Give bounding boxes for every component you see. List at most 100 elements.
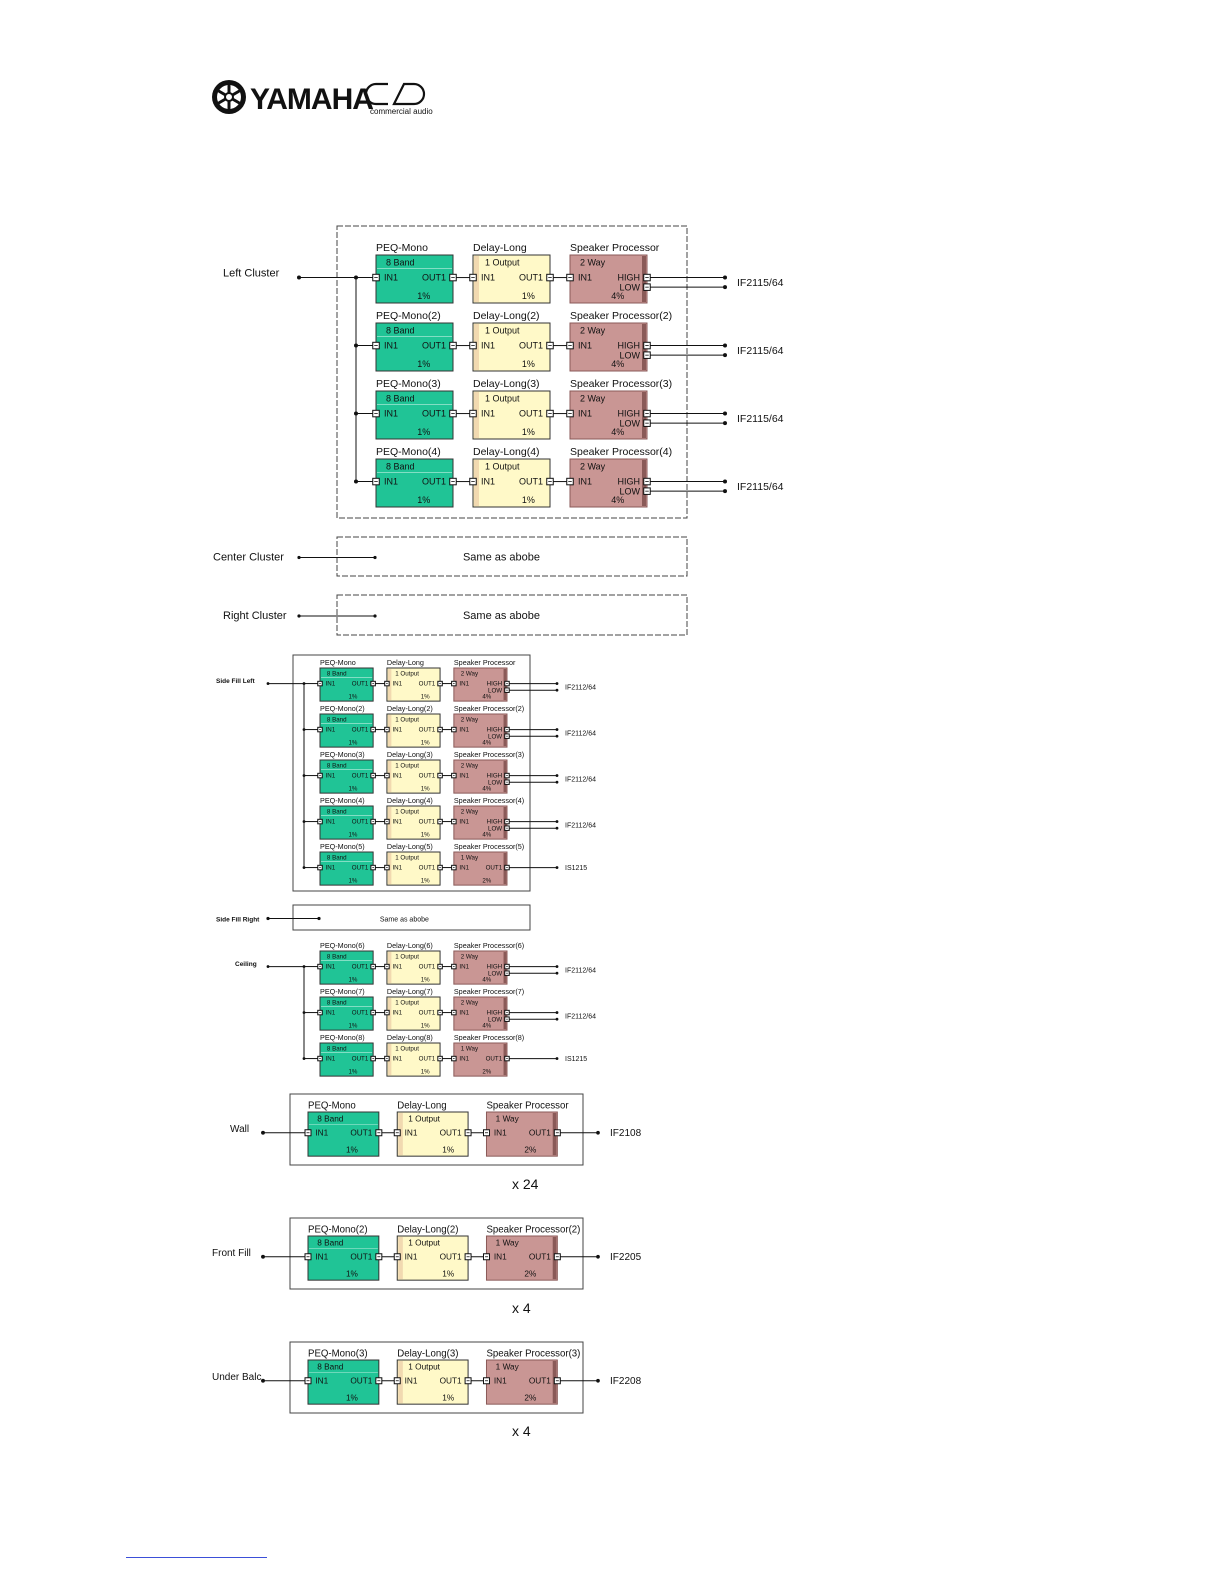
speaker-processor-usage: 4% xyxy=(482,693,491,700)
peq-usage: 1% xyxy=(346,1146,359,1155)
peq-usage: 1% xyxy=(417,427,430,437)
speaker-processor-low-label: LOW xyxy=(619,418,640,428)
wall-frame xyxy=(289,1093,584,1166)
peq-block xyxy=(307,1111,380,1157)
speaker-processor-in-label: IN1 xyxy=(494,1253,507,1262)
under-balc-section: PEQ-Mono(3) Delay-Long(3) Speaker Processo… xyxy=(212,1341,642,1439)
delay-usage: 1% xyxy=(522,291,535,301)
speaker-target-label: IF2115/64 xyxy=(737,277,784,289)
speaker-processor-usage: 4% xyxy=(611,495,624,505)
peq-subtitle: 8 Band xyxy=(327,999,347,1006)
speaker-processor-subtitle: 2 Way xyxy=(461,808,479,815)
right-cluster-same-note: Same as abobe xyxy=(463,610,540,622)
front-fill-multiplier: x 4 xyxy=(512,1300,531,1316)
side-fill-right-source-label: Side Fill Right xyxy=(216,917,260,924)
delay-in-label: IN1 xyxy=(392,1056,402,1063)
peq-usage: 1% xyxy=(346,1394,359,1403)
speaker-processor-subtitle: 2 Way xyxy=(580,258,606,268)
speaker-target-label: IS1215 xyxy=(565,1056,587,1063)
speaker-processor-usage: 4% xyxy=(611,291,624,301)
speaker-processor-subtitle: 2 Way xyxy=(461,999,479,1006)
delay-out-label: OUT1 xyxy=(419,773,436,780)
peq-out-label: OUT1 xyxy=(422,477,446,487)
speaker-processor-subtitle: 1 Way xyxy=(461,1045,479,1052)
output-dot xyxy=(555,734,559,738)
output-dot xyxy=(555,1011,559,1014)
front-fill-frame xyxy=(289,1217,584,1290)
peq-subtitle: 8 Band xyxy=(327,670,347,677)
output-dot xyxy=(555,682,559,685)
delay-title: Delay-Long(2) xyxy=(387,704,433,713)
peq-title: PEQ-Mono xyxy=(320,658,356,667)
delay-title: Delay-Long(3) xyxy=(397,1348,458,1359)
peq-usage: 1% xyxy=(348,976,357,983)
speaker-processor-out-label: OUT1 xyxy=(486,865,503,872)
speaker-processor-low-label: LOW xyxy=(619,350,640,360)
under-balc-multiplier: x 4 xyxy=(512,1423,531,1439)
peq-title: PEQ-Mono(2) xyxy=(320,704,365,713)
front-fill-source-label: Front Fill xyxy=(212,1248,251,1259)
side-fill-right-same-note: Same as abobe xyxy=(380,917,429,924)
speaker-processor-in-label: IN1 xyxy=(578,477,592,487)
speaker-target-label: IS1215 xyxy=(565,865,587,872)
speaker-processor-in-label: IN1 xyxy=(578,409,592,419)
speaker-processor-subtitle: 2 Way xyxy=(580,326,606,336)
delay-title: Delay-Long(3) xyxy=(473,378,540,390)
delay-block xyxy=(386,1042,441,1077)
peq-subtitle: 8 Band xyxy=(386,462,415,472)
peq-title: PEQ-Mono(4) xyxy=(320,796,365,805)
delay-out-label: OUT1 xyxy=(519,409,543,419)
speaker-processor-in-label: IN1 xyxy=(459,1010,469,1017)
speaker-processor-low-label: LOW xyxy=(488,825,502,832)
speaker-processor-title: Speaker Processor(5) xyxy=(454,842,524,851)
delay-out-label: OUT1 xyxy=(419,819,436,826)
center-cluster-same-note: Same as abobe xyxy=(463,552,540,564)
output-dot xyxy=(555,965,559,968)
delay-in-label: IN1 xyxy=(481,409,495,419)
delay-subtitle: 1 Output xyxy=(395,670,419,677)
left-cluster-source-label: Left Cluster xyxy=(223,268,280,280)
delay-out-label: OUT1 xyxy=(419,964,436,971)
delay-in-label: IN1 xyxy=(392,819,402,826)
speaker-processor-in-label: IN1 xyxy=(494,1129,507,1138)
peq-subtitle: 8 Band xyxy=(327,762,347,769)
speaker-processor-subtitle: 2 Way xyxy=(580,462,606,472)
commercial-audio-mark xyxy=(364,82,426,106)
wall-multiplier: x 24 xyxy=(512,1176,539,1192)
speaker-processor-subtitle: 2 Way xyxy=(461,670,479,677)
output-dot xyxy=(555,820,559,823)
output-dot xyxy=(723,353,727,358)
delay-out-label: OUT1 xyxy=(519,273,543,283)
junction-dot xyxy=(317,916,321,921)
delay-out-label: OUT1 xyxy=(440,1129,462,1138)
peq-title: PEQ-Mono xyxy=(308,1100,356,1111)
delay-title: Delay-Long(5) xyxy=(387,842,433,851)
output-dot xyxy=(555,728,559,731)
speaker-processor-in-label: IN1 xyxy=(459,964,469,971)
wall-section: PEQ-Mono Delay-Long Speaker Processor 8 Ban… xyxy=(230,1093,642,1192)
speaker-processor-usage: 2% xyxy=(482,877,491,884)
speaker-processor-block xyxy=(569,322,648,372)
peq-in-label: IN1 xyxy=(384,409,398,419)
speaker-processor-usage: 4% xyxy=(482,976,491,983)
speaker-processor-low-label: LOW xyxy=(488,687,502,694)
speaker-processor-high-label: HIGH xyxy=(618,273,641,283)
peq-title: PEQ-Mono(6) xyxy=(320,941,365,950)
delay-in-label: IN1 xyxy=(392,727,402,734)
speaker-processor-high-label: HIGH xyxy=(487,773,503,780)
output-dot xyxy=(555,688,559,692)
peq-subtitle: 8 Band xyxy=(327,953,347,960)
delay-usage: 1% xyxy=(421,831,430,838)
peq-subtitle: 8 Band xyxy=(327,1045,347,1052)
under-balc-source-label: Under Balc xyxy=(212,1372,261,1383)
speaker-processor-title: Speaker Processor xyxy=(486,1100,569,1111)
junction-dot xyxy=(373,555,377,560)
speaker-target-label: IF2112/64 xyxy=(565,776,596,783)
delay-usage: 1% xyxy=(442,1146,455,1155)
peq-subtitle: 8 Band xyxy=(327,854,347,861)
delay-out-label: OUT1 xyxy=(419,1056,436,1063)
delay-title: Delay-Long xyxy=(473,242,527,254)
peq-title: PEQ-Mono(3) xyxy=(376,378,441,390)
delay-subtitle: 1 Output xyxy=(395,1045,419,1052)
delay-title: Delay-Long xyxy=(387,658,424,667)
